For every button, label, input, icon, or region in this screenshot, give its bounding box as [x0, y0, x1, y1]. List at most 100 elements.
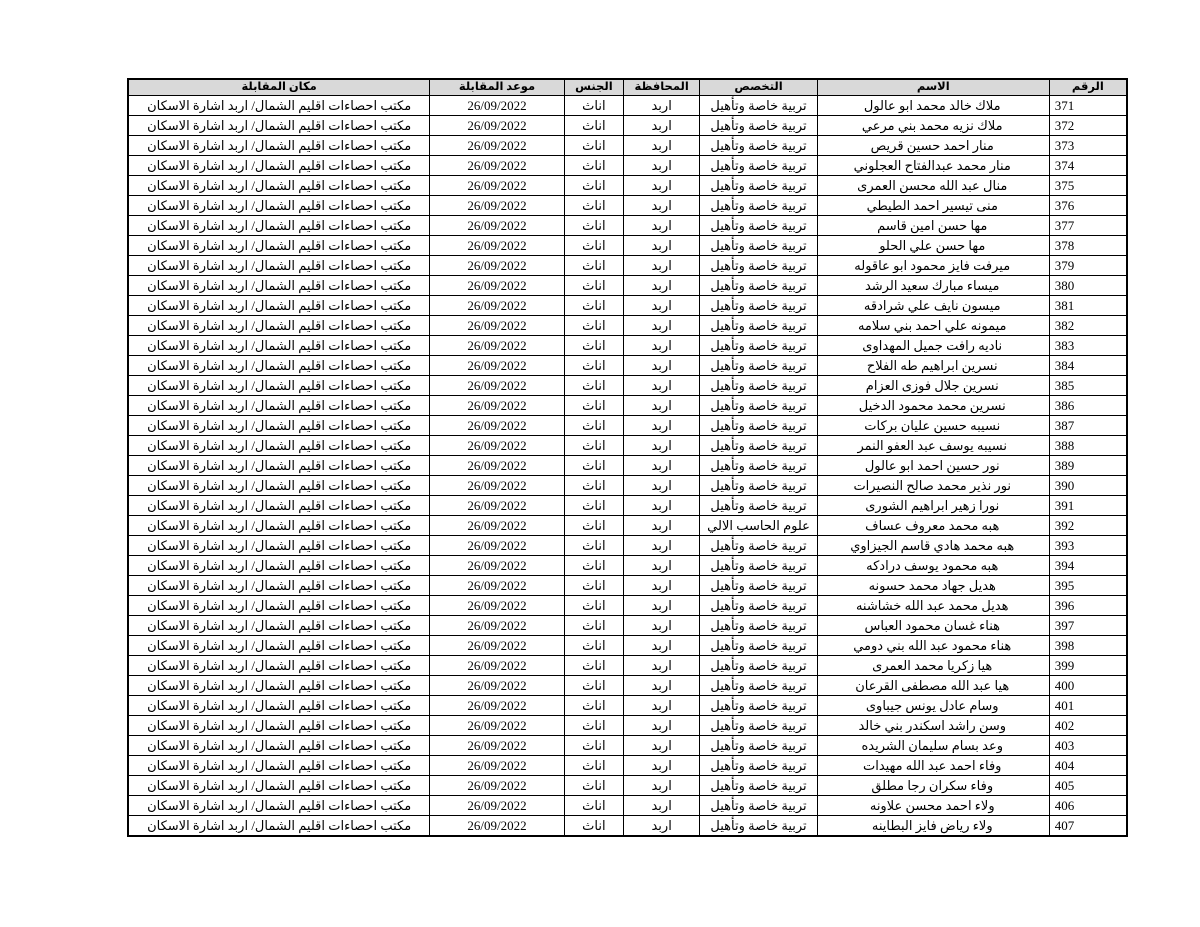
cell-interview-location: مكتب احصاءات اقليم الشمال/ اربد اشارة ال…	[127, 415, 431, 436]
table-row: 405 وفاء سكران رجا مطلق تربية خاصة وتأهي…	[127, 775, 1128, 796]
cell-gender: اناث	[563, 655, 625, 676]
cell-interview-date: 26/09/2022	[429, 335, 565, 356]
cell-governorate: اربد	[623, 115, 701, 136]
header-interview-location: مكان المقابلة	[127, 78, 431, 96]
cell-specialization: تربية خاصة وتأهيل	[699, 195, 818, 216]
cell-interview-date: 26/09/2022	[429, 775, 565, 796]
cell-interview-date: 26/09/2022	[429, 175, 565, 196]
cell-number: 404	[1048, 755, 1128, 776]
cell-specialization: تربية خاصة وتأهيل	[699, 715, 818, 736]
interview-schedule-table: الرقم الاسم التخصص المحافظة الجنس موعد ا…	[127, 78, 1128, 837]
cell-interview-location: مكتب احصاءات اقليم الشمال/ اربد اشارة ال…	[127, 115, 431, 136]
cell-interview-location: مكتب احصاءات اقليم الشمال/ اربد اشارة ال…	[127, 515, 431, 536]
table-row: 387 نسيبه حسين عليان بركات تربية خاصة وت…	[127, 415, 1128, 436]
cell-number: 394	[1048, 555, 1128, 576]
cell-interview-location: مكتب احصاءات اقليم الشمال/ اربد اشارة ال…	[127, 215, 431, 236]
cell-governorate: اربد	[623, 155, 701, 176]
table-body: 371 ملاك خالد محمد ابو عالول تربية خاصة …	[127, 95, 1128, 837]
cell-interview-location: مكتب احصاءات اقليم الشمال/ اربد اشارة ال…	[127, 435, 431, 456]
cell-number: 375	[1048, 175, 1128, 196]
cell-specialization: تربية خاصة وتأهيل	[699, 575, 818, 596]
cell-number: 372	[1048, 115, 1128, 136]
cell-name: نور حسين احمد ابو عالول	[816, 455, 1050, 476]
cell-number: 391	[1048, 495, 1128, 516]
cell-number: 401	[1048, 695, 1128, 716]
cell-name: نسرين جلال فوزى العزام	[816, 375, 1050, 396]
cell-name: ملاك خالد محمد ابو عالول	[816, 95, 1050, 116]
cell-interview-date: 26/09/2022	[429, 275, 565, 296]
cell-interview-location: مكتب احصاءات اقليم الشمال/ اربد اشارة ال…	[127, 235, 431, 256]
cell-gender: اناث	[563, 115, 625, 136]
cell-gender: اناث	[563, 575, 625, 596]
cell-governorate: اربد	[623, 335, 701, 356]
cell-gender: اناث	[563, 715, 625, 736]
cell-name: هديل جهاد محمد حسونه	[816, 575, 1050, 596]
cell-specialization: تربية خاصة وتأهيل	[699, 535, 818, 556]
cell-interview-location: مكتب احصاءات اقليم الشمال/ اربد اشارة ال…	[127, 595, 431, 616]
table-row: 395 هديل جهاد محمد حسونه تربية خاصة وتأه…	[127, 575, 1128, 596]
cell-gender: اناث	[563, 435, 625, 456]
cell-governorate: اربد	[623, 695, 701, 716]
cell-name: هيا عبد الله مصطفى القرعان	[816, 675, 1050, 696]
cell-interview-location: مكتب احصاءات اقليم الشمال/ اربد اشارة ال…	[127, 695, 431, 716]
cell-specialization: تربية خاصة وتأهيل	[699, 155, 818, 176]
cell-interview-location: مكتب احصاءات اقليم الشمال/ اربد اشارة ال…	[127, 195, 431, 216]
cell-governorate: اربد	[623, 175, 701, 196]
cell-interview-location: مكتب احصاءات اقليم الشمال/ اربد اشارة ال…	[127, 815, 431, 837]
cell-interview-location: مكتب احصاءات اقليم الشمال/ اربد اشارة ال…	[127, 95, 431, 116]
cell-interview-date: 26/09/2022	[429, 815, 565, 837]
cell-governorate: اربد	[623, 775, 701, 796]
table-row: 407 ولاء رياض فايز البطاينه تربية خاصة و…	[127, 815, 1128, 837]
cell-interview-location: مكتب احصاءات اقليم الشمال/ اربد اشارة ال…	[127, 255, 431, 276]
cell-specialization: تربية خاصة وتأهيل	[699, 95, 818, 116]
cell-number: 374	[1048, 155, 1128, 176]
cell-governorate: اربد	[623, 315, 701, 336]
cell-governorate: اربد	[623, 395, 701, 416]
header-interview-date: موعد المقابلة	[429, 78, 565, 96]
cell-interview-date: 26/09/2022	[429, 95, 565, 116]
cell-name: ولاء رياض فايز البطاينه	[816, 815, 1050, 837]
cell-governorate: اربد	[623, 575, 701, 596]
cell-specialization: تربية خاصة وتأهيل	[699, 455, 818, 476]
cell-name: نسيبه حسين عليان بركات	[816, 415, 1050, 436]
cell-name: ولاء احمد محسن علاونه	[816, 795, 1050, 816]
cell-governorate: اربد	[623, 635, 701, 656]
cell-number: 386	[1048, 395, 1128, 416]
cell-governorate: اربد	[623, 275, 701, 296]
cell-name: مها حسن امين قاسم	[816, 215, 1050, 236]
cell-gender: اناث	[563, 155, 625, 176]
cell-interview-location: مكتب احصاءات اقليم الشمال/ اربد اشارة ال…	[127, 735, 431, 756]
cell-name: هبه محمد معروف عساف	[816, 515, 1050, 536]
cell-interview-location: مكتب احصاءات اقليم الشمال/ اربد اشارة ال…	[127, 315, 431, 336]
cell-name: منار محمد عبدالفتاح العجلوني	[816, 155, 1050, 176]
cell-number: 379	[1048, 255, 1128, 276]
cell-number: 405	[1048, 775, 1128, 796]
cell-specialization: تربية خاصة وتأهيل	[699, 735, 818, 756]
cell-specialization: تربية خاصة وتأهيل	[699, 595, 818, 616]
cell-gender: اناث	[563, 295, 625, 316]
cell-interview-date: 26/09/2022	[429, 255, 565, 276]
table-row: 383 ناديه رافت جميل المهداوى تربية خاصة …	[127, 335, 1128, 356]
cell-interview-location: مكتب احصاءات اقليم الشمال/ اربد اشارة ال…	[127, 575, 431, 596]
cell-name: منى تيسير احمد الطيطي	[816, 195, 1050, 216]
cell-interview-date: 26/09/2022	[429, 635, 565, 656]
cell-governorate: اربد	[623, 95, 701, 116]
cell-name: ناديه رافت جميل المهداوى	[816, 335, 1050, 356]
header-row: الرقم الاسم التخصص المحافظة الجنس موعد ا…	[127, 78, 1128, 96]
cell-governorate: اربد	[623, 375, 701, 396]
cell-interview-location: مكتب احصاءات اقليم الشمال/ اربد اشارة ال…	[127, 475, 431, 496]
cell-specialization: تربية خاصة وتأهيل	[699, 815, 818, 837]
cell-number: 382	[1048, 315, 1128, 336]
cell-interview-date: 26/09/2022	[429, 375, 565, 396]
cell-governorate: اربد	[623, 455, 701, 476]
cell-governorate: اربد	[623, 715, 701, 736]
table-row: 376 منى تيسير احمد الطيطي تربية خاصة وتأ…	[127, 195, 1128, 216]
cell-governorate: اربد	[623, 415, 701, 436]
cell-specialization: تربية خاصة وتأهيل	[699, 695, 818, 716]
cell-name: وفاء احمد عبد الله مهيدات	[816, 755, 1050, 776]
table-row: 385 نسرين جلال فوزى العزام تربية خاصة وت…	[127, 375, 1128, 396]
cell-governorate: اربد	[623, 355, 701, 376]
table-row: 374 منار محمد عبدالفتاح العجلوني تربية خ…	[127, 155, 1128, 176]
cell-interview-date: 26/09/2022	[429, 155, 565, 176]
